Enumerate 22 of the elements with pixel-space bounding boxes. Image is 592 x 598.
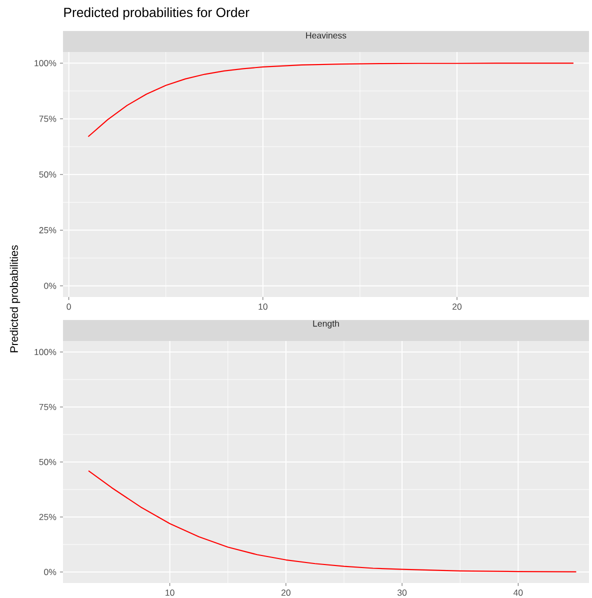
x-tick-label: 20 <box>452 304 462 310</box>
y-tick-label: 75% <box>39 404 56 410</box>
x-tick-label: 40 <box>513 590 523 596</box>
y-tick-label: 50% <box>39 458 56 466</box>
y-tick-label: 100% <box>34 348 56 356</box>
y-tick-label: 100% <box>34 60 56 66</box>
chart-subtitle: Heaviness <box>306 32 346 39</box>
chart-title: Predicted probabilities for Order <box>64 7 250 20</box>
x-tick-label: 10 <box>258 304 268 310</box>
y-axis-title: Predicted probabilities <box>10 245 20 352</box>
line-series <box>88 470 577 572</box>
x-tick-label: 0 <box>66 304 71 310</box>
x-tick-label: 10 <box>166 590 174 596</box>
y-tick-label: 50% <box>39 171 56 178</box>
y-tick-label: 0% <box>44 282 56 289</box>
x-tick-label: 30 <box>397 590 407 596</box>
y-tick-label: 0% <box>44 568 56 576</box>
y-tick-label: 25% <box>39 227 56 234</box>
chart-subtitle: Length <box>313 320 339 328</box>
y-tick-label: 75% <box>39 116 56 122</box>
x-tick-label: 20 <box>281 590 290 596</box>
y-tick-label: 25% <box>39 514 56 520</box>
